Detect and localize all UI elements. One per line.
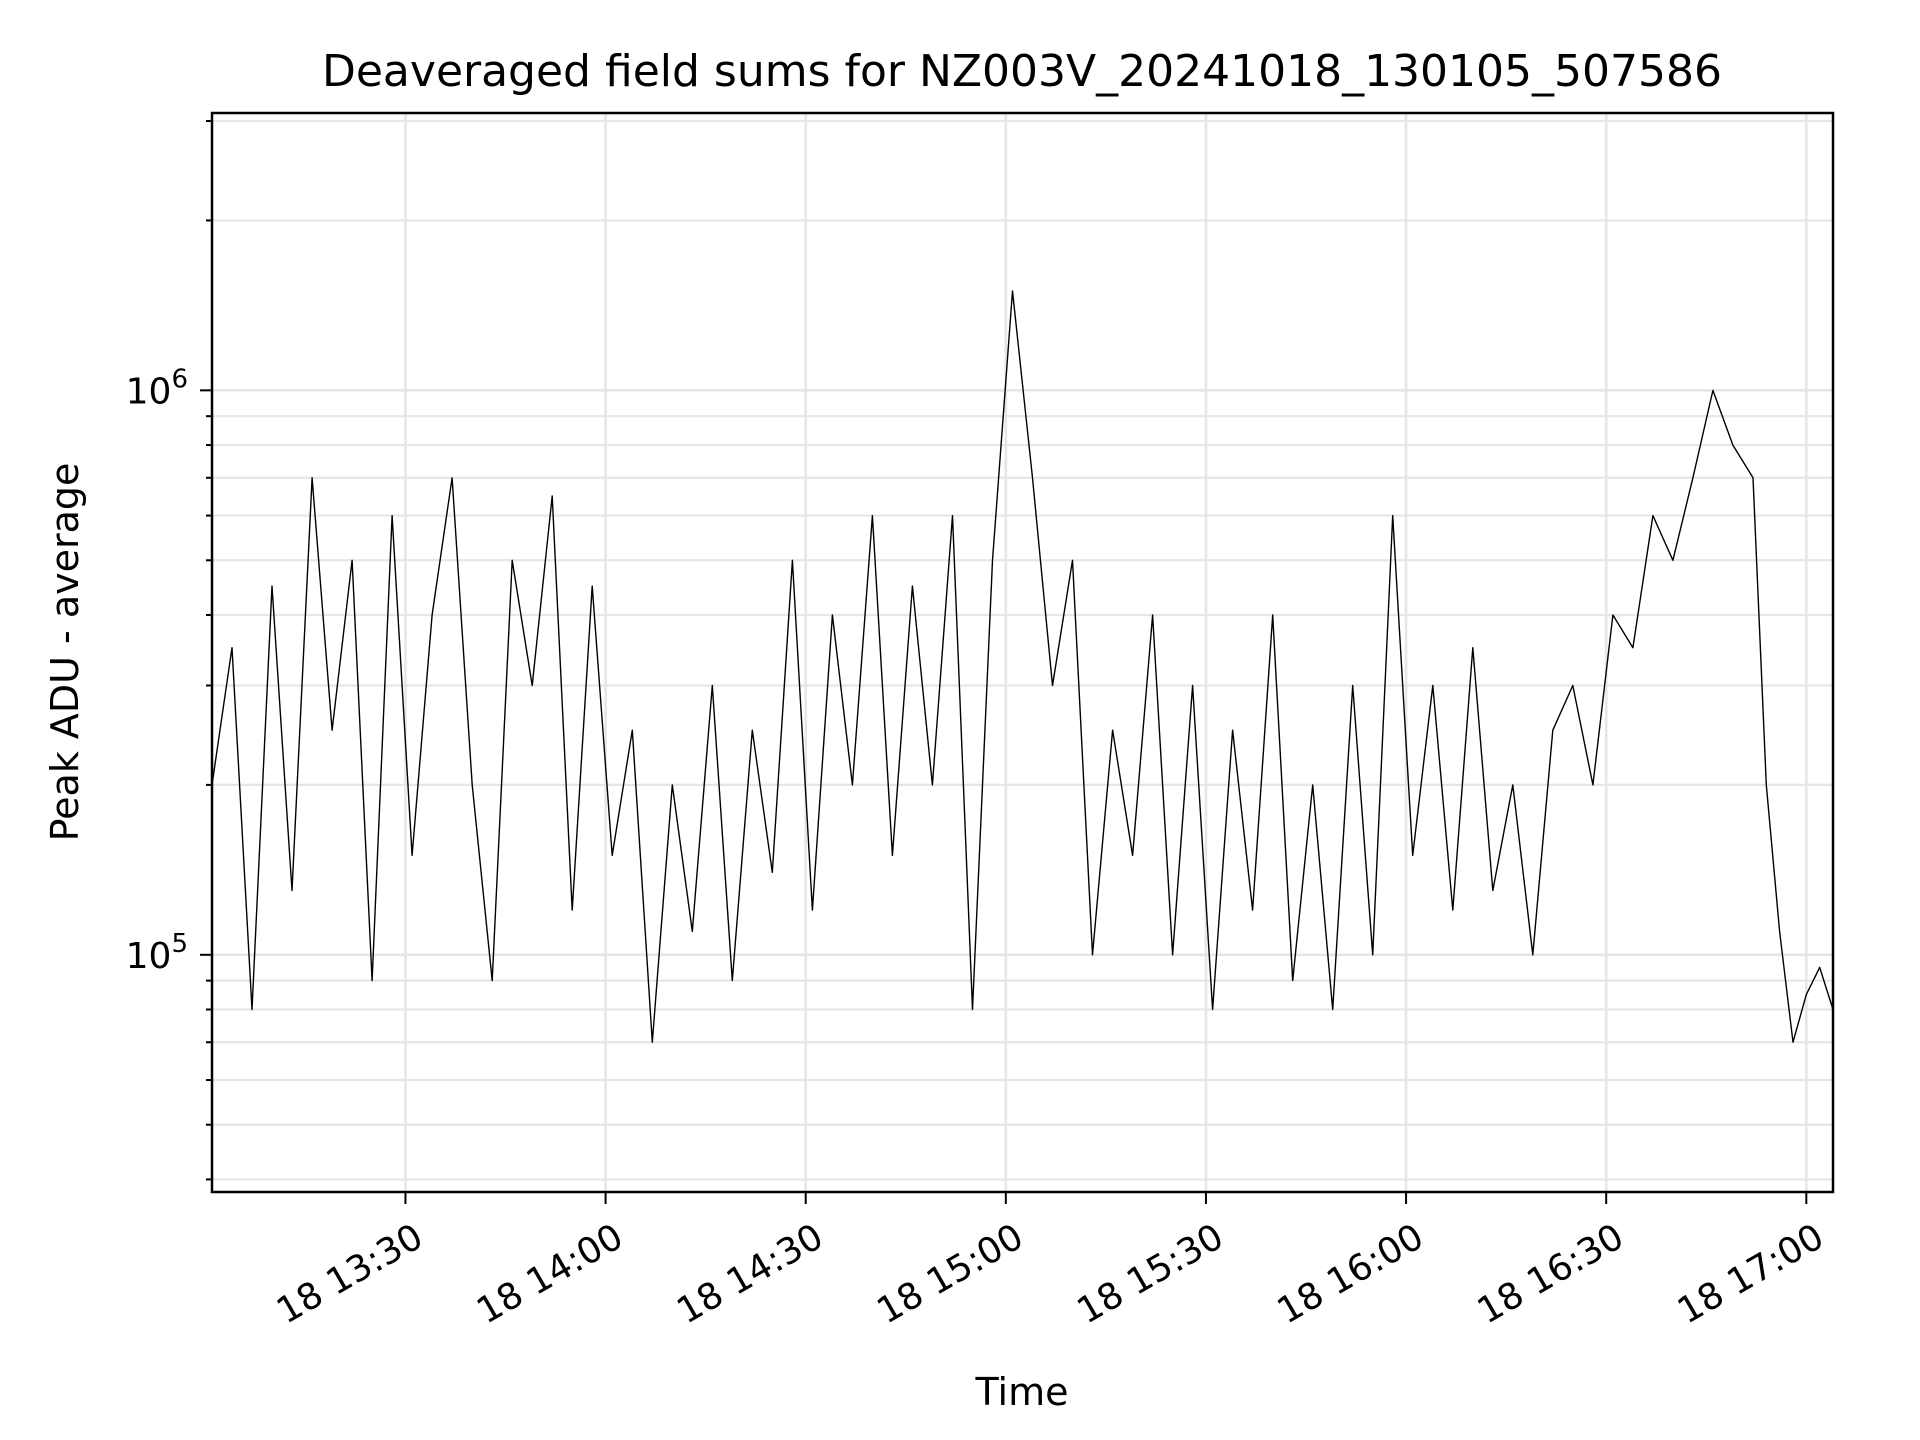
- plot-frame: [210, 111, 1835, 1194]
- chart-title: Deaveraged field sums for NZ003V_2024101…: [322, 46, 1722, 97]
- series: [211, 290, 1834, 1043]
- x-axis-label: Time: [975, 1370, 1069, 1414]
- series-line: [211, 290, 1834, 1043]
- grid: [212, 113, 1833, 1192]
- y-axis-label: Peak ADU - average: [43, 463, 87, 842]
